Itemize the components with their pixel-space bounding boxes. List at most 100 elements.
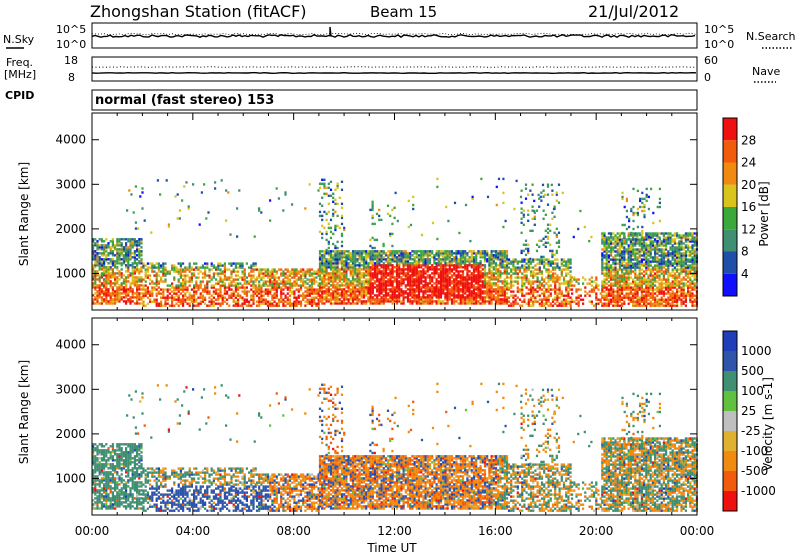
power-cell	[426, 268, 429, 271]
power-cell	[155, 304, 158, 307]
power-cell	[505, 274, 509, 277]
power-cell	[590, 276, 593, 279]
power-cell	[299, 294, 303, 297]
power-cell	[217, 288, 220, 291]
power-cell	[398, 258, 401, 261]
power-cell	[351, 264, 355, 267]
power-cell	[373, 280, 377, 283]
power-cell	[347, 262, 350, 265]
power-cell	[411, 254, 414, 257]
power-cell	[470, 256, 473, 259]
power-cell	[638, 282, 641, 285]
power-cell	[362, 286, 366, 289]
power-cell	[645, 238, 648, 241]
power-cell	[351, 300, 355, 303]
power-cell	[422, 252, 425, 255]
power-cell	[237, 282, 240, 285]
power-cell	[177, 268, 180, 271]
power-cell	[321, 254, 324, 257]
power-cell	[538, 258, 541, 261]
power-cell	[470, 298, 473, 301]
power-cell	[340, 268, 344, 271]
power-cell	[258, 272, 261, 275]
power-cell	[295, 282, 298, 285]
power-cell	[92, 284, 95, 287]
power-cell	[340, 254, 344, 257]
power-cell	[612, 288, 615, 291]
power-cell	[250, 266, 253, 269]
power-cell	[243, 270, 246, 273]
power-cell	[560, 260, 563, 263]
power-cell	[321, 282, 324, 285]
power-cell	[103, 248, 106, 251]
nave-label: Nave	[752, 65, 780, 78]
power-cell	[490, 276, 493, 279]
power-cell	[323, 274, 326, 277]
power-cell	[306, 282, 309, 285]
power-cell	[417, 286, 421, 289]
power-cell	[623, 274, 626, 277]
power-cell	[212, 290, 215, 293]
power-cell	[660, 244, 663, 247]
power-cell	[614, 302, 617, 305]
power-cell	[100, 274, 103, 277]
power-cell	[304, 300, 307, 303]
power-cell	[140, 238, 143, 241]
power-cell	[315, 296, 318, 299]
power-cell	[215, 290, 218, 293]
power-cell	[497, 278, 500, 281]
power-cell	[621, 256, 624, 259]
power-cell	[179, 270, 182, 273]
power-cell	[450, 300, 454, 303]
power-cell	[215, 288, 218, 291]
power-cell	[516, 302, 519, 305]
power-cell	[116, 280, 119, 283]
power-cell	[497, 286, 500, 289]
power-cell	[111, 282, 114, 285]
power-cell	[549, 276, 552, 279]
power-cell	[621, 238, 624, 241]
power-cell	[656, 264, 659, 267]
power-cell	[310, 274, 314, 277]
power-cell	[329, 258, 333, 261]
power-cell	[532, 302, 535, 305]
power-cell	[640, 300, 643, 303]
power-cell	[323, 272, 326, 275]
power-cell	[450, 260, 454, 263]
power-cell	[105, 302, 108, 305]
power-cell	[179, 274, 182, 277]
power-cell	[125, 284, 128, 287]
power-cell	[556, 266, 559, 269]
power-cell	[114, 292, 117, 295]
power-cell	[288, 304, 292, 307]
power-cell	[340, 294, 344, 297]
power-cell	[182, 288, 185, 291]
power-cell	[486, 292, 489, 295]
power-cell	[310, 282, 314, 285]
power-cell	[293, 292, 296, 295]
power-cell	[618, 294, 621, 297]
power-cell	[437, 294, 440, 297]
power-cell	[603, 266, 606, 269]
power-cell	[479, 286, 482, 289]
power-cell	[173, 304, 176, 307]
power-cell	[199, 302, 202, 305]
power-cell	[627, 286, 630, 289]
power-cell	[398, 292, 401, 295]
power-cell	[136, 288, 139, 291]
power-cell	[618, 300, 621, 303]
power-cell	[472, 288, 476, 291]
power-cell	[365, 270, 368, 273]
power-cell	[618, 232, 621, 235]
power-cell	[131, 264, 134, 267]
power-cell	[461, 302, 465, 305]
power-cell	[499, 260, 502, 263]
power-cell	[131, 268, 134, 271]
power-cell	[116, 294, 119, 297]
power-cell	[567, 280, 570, 283]
power-cell	[140, 252, 143, 255]
power-cell	[365, 256, 368, 259]
power-cell	[103, 244, 106, 247]
power-cell	[660, 250, 663, 253]
power-cell	[426, 260, 429, 263]
